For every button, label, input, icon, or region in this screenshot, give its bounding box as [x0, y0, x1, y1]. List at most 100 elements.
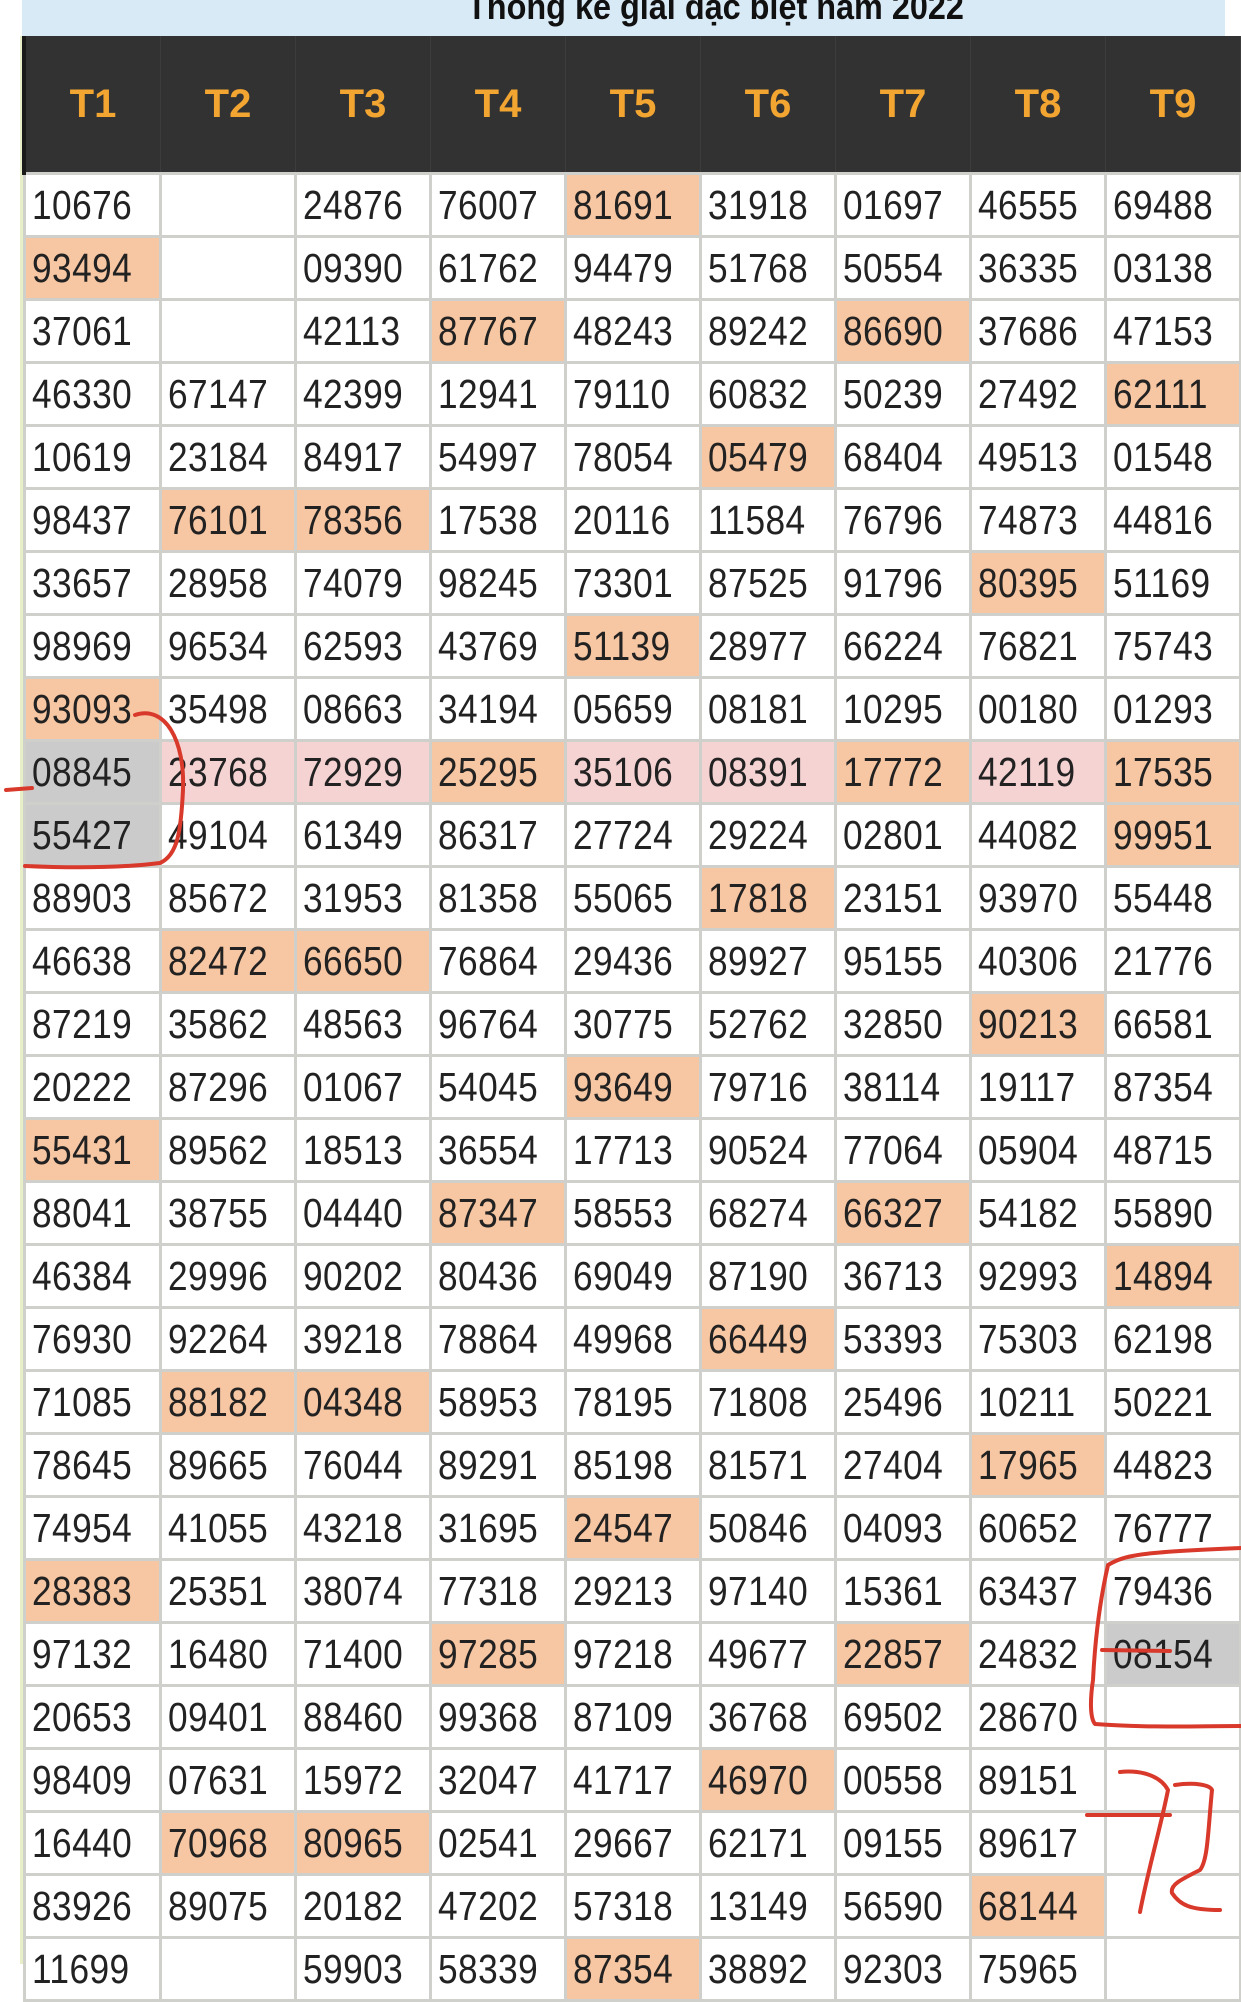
prize-cell: 48243	[564, 298, 702, 364]
prize-number: 38114	[843, 1063, 941, 1110]
prize-cell: 29213	[564, 1558, 702, 1624]
prize-cell: 32850	[834, 991, 972, 1057]
prize-cell: 76007	[429, 172, 567, 238]
prize-number: 98969	[31, 622, 132, 669]
prize-number: 66224	[843, 622, 944, 669]
column-header-t9[interactable]: T9	[1105, 36, 1241, 174]
column-header-t1[interactable]: T1	[22, 36, 161, 174]
prize-cell: 39218	[294, 1306, 432, 1372]
prize-number: 80395	[978, 559, 1079, 606]
prize-number: 91796	[843, 559, 944, 606]
prize-cell: 74954	[22, 1495, 162, 1561]
prize-number: 61762	[438, 244, 539, 291]
prize-number: 76777	[1113, 1504, 1214, 1551]
prize-number: 20182	[303, 1882, 404, 1929]
prize-cell: 61349	[294, 802, 432, 868]
column-header-t4[interactable]: T4	[430, 36, 566, 174]
prize-cell: 80965	[294, 1810, 432, 1876]
prize-number: 44082	[978, 811, 1079, 858]
prize-number: 92993	[978, 1252, 1079, 1299]
prize-cell: 41055	[159, 1495, 297, 1561]
prize-cell: 93494	[22, 235, 162, 301]
prize-cell: 10619	[22, 424, 162, 490]
prize-cell: 87354	[564, 1936, 702, 2002]
prize-number: 46638	[31, 937, 132, 984]
table-row: 93494 09390 61762 94479 51768 50554 36335 03138	[22, 235, 1241, 301]
prize-number: 12941	[438, 370, 539, 417]
prize-number: 01293	[1113, 685, 1214, 732]
prize-number: 93093	[31, 685, 132, 732]
column-header-t7[interactable]: T7	[835, 36, 971, 174]
prize-cell: 87219	[22, 991, 162, 1057]
prize-cell: 13149	[699, 1873, 837, 1939]
prize-cell: 20222	[22, 1054, 162, 1120]
prize-number: 87347	[438, 1189, 539, 1236]
prize-number: 94479	[573, 244, 674, 291]
prize-cell: 15972	[294, 1747, 432, 1813]
prize-cell: 88460	[294, 1684, 432, 1750]
column-header-t2[interactable]: T2	[160, 36, 296, 174]
prize-number: 89562	[168, 1126, 269, 1173]
prize-cell: 44816	[1104, 487, 1241, 553]
prize-number: 09401	[168, 1693, 269, 1740]
prize-cell: 97140	[699, 1558, 837, 1624]
prize-number: 32850	[843, 1000, 944, 1047]
prize-cell: 68274	[699, 1180, 837, 1246]
prize-cell: 76821	[969, 613, 1107, 679]
prize-number: 71400	[303, 1630, 404, 1677]
prize-number: 28977	[708, 622, 809, 669]
prize-cell: 28977	[699, 613, 837, 679]
prize-number: 90524	[708, 1126, 809, 1173]
prize-number: 46970	[708, 1756, 809, 1803]
prize-cell: 58953	[429, 1369, 567, 1435]
prize-number: 24832	[978, 1630, 1079, 1677]
prize-cell: 44823	[1104, 1432, 1241, 1498]
prize-cell: 52762	[699, 991, 837, 1057]
prize-number: 87190	[708, 1252, 809, 1299]
prize-cell: 99368	[429, 1684, 567, 1750]
prize-number: 01548	[1113, 433, 1214, 480]
column-header-t5[interactable]: T5	[565, 36, 701, 174]
prize-cell: 20182	[294, 1873, 432, 1939]
column-header-t6[interactable]: T6	[700, 36, 836, 174]
prize-cell: 86317	[429, 802, 567, 868]
prize-cell: 20116	[564, 487, 702, 553]
prize-cell	[1104, 1810, 1241, 1876]
prize-cell: 46555	[969, 172, 1107, 238]
prize-number: 76007	[438, 181, 539, 228]
prize-number: 21776	[1113, 937, 1214, 984]
prize-number: 78195	[573, 1378, 674, 1425]
prize-cell: 77064	[834, 1117, 972, 1183]
prize-number: 54045	[438, 1063, 539, 1110]
prize-number: 50846	[708, 1504, 809, 1551]
prize-number: 05479	[708, 433, 809, 480]
prize-number: 55890	[1113, 1189, 1214, 1236]
prize-number: 50554	[843, 244, 944, 291]
prize-cell: 85198	[564, 1432, 702, 1498]
prize-number: 05659	[573, 685, 674, 732]
prize-number: 32047	[438, 1756, 539, 1803]
table-row: 55431 89562 18513 36554 17713 90524 77064 05904…	[22, 1117, 1241, 1183]
column-header-t3[interactable]: T3	[295, 36, 431, 174]
column-header-t8[interactable]: T8	[970, 36, 1106, 174]
prize-number: 89291	[438, 1441, 539, 1488]
prize-cell: 49677	[699, 1621, 837, 1687]
prize-cell	[159, 298, 297, 364]
prize-cell: 81358	[429, 865, 567, 931]
prize-number: 37686	[978, 307, 1079, 354]
prize-cell: 43218	[294, 1495, 432, 1561]
prize-cell: 71400	[294, 1621, 432, 1687]
prize-number: 69049	[573, 1252, 674, 1299]
prize-cell: 76796	[834, 487, 972, 553]
prize-number: 53393	[843, 1315, 944, 1362]
prize-cell	[1104, 1873, 1241, 1939]
prize-cell: 55890	[1104, 1180, 1241, 1246]
prize-cell	[1104, 1747, 1241, 1813]
prize-cell: 60652	[969, 1495, 1107, 1561]
prize-cell: 22857	[834, 1621, 972, 1687]
prize-number: 87109	[573, 1693, 674, 1740]
prize-number: 29224	[708, 811, 809, 858]
prize-number: 46330	[31, 370, 132, 417]
prize-cell: 89927	[699, 928, 837, 994]
prize-cell: 75743	[1104, 613, 1241, 679]
